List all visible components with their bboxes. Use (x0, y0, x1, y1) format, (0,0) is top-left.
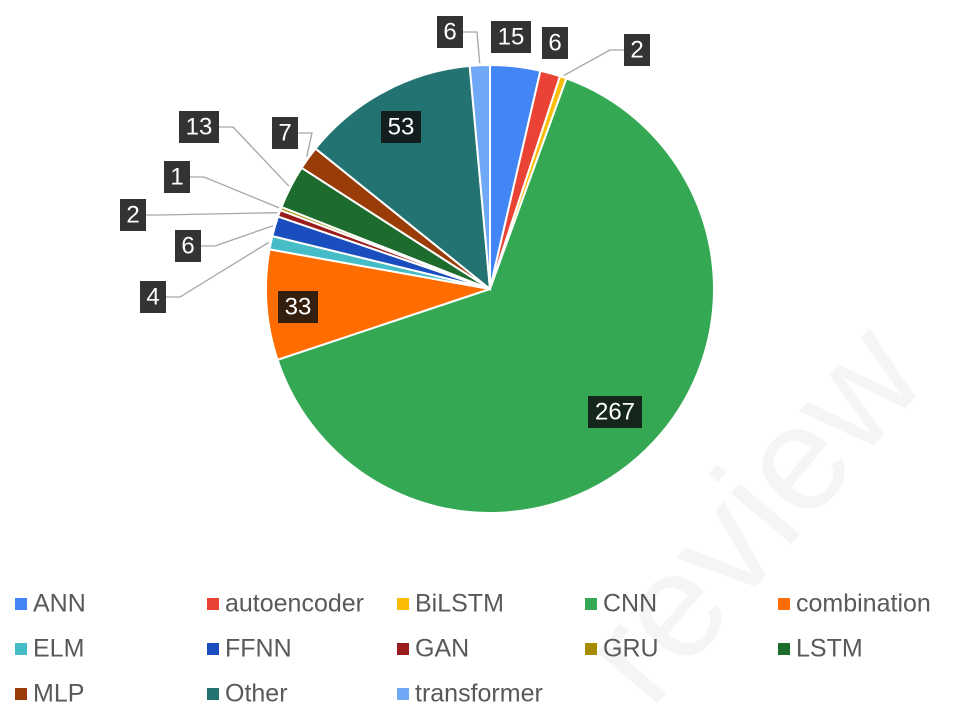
label-box (437, 16, 463, 48)
leader-line (190, 176, 280, 209)
data-label: 6 (443, 18, 456, 45)
label-box (381, 111, 421, 143)
data-label: 267 (595, 398, 635, 425)
legend-label: FFNN (225, 635, 292, 663)
legend-label: LSTM (796, 635, 863, 663)
legend-label: ANN (33, 590, 86, 618)
data-label: 53 (388, 113, 415, 140)
label-box (179, 111, 219, 143)
pie-slice (314, 64, 492, 292)
legend-label: ELM (33, 635, 84, 663)
legend-label: GRU (603, 635, 659, 663)
legend-label: BiLSTM (415, 590, 504, 618)
pie-slice (468, 63, 491, 290)
leader-line (563, 49, 624, 76)
data-label: 13 (186, 113, 213, 140)
data-label: 2 (126, 201, 139, 228)
label-box (272, 117, 298, 149)
label-box (491, 21, 531, 53)
legend-swatch (207, 688, 219, 700)
leader-line (146, 212, 278, 216)
legend-swatch (397, 643, 409, 655)
leader-line (219, 126, 290, 187)
data-label: 33 (285, 293, 312, 320)
data-label: 6 (548, 29, 561, 56)
legend-label: CNN (603, 590, 657, 618)
legend-swatch (585, 643, 597, 655)
legend-swatch (778, 598, 790, 610)
data-label: 2 (630, 36, 643, 63)
legend-label: autoencoder (225, 590, 364, 618)
legend-label: GAN (415, 635, 469, 663)
label-box (164, 161, 190, 193)
legend-label: Other (225, 680, 288, 708)
legend-label: combination (796, 590, 931, 618)
legend-swatch (15, 688, 27, 700)
data-label: 6 (181, 232, 194, 259)
legend-swatch (207, 598, 219, 610)
label-box (278, 291, 318, 323)
data-label: 1 (170, 163, 183, 190)
label-box (175, 230, 201, 262)
label-box (120, 199, 146, 231)
leader-line (298, 132, 313, 157)
legend-swatch (585, 598, 597, 610)
legend-swatch (15, 643, 27, 655)
legend-swatch (397, 688, 409, 700)
leader-line (201, 225, 274, 247)
legend-swatch (778, 643, 790, 655)
label-box (140, 281, 166, 313)
data-label: 15 (498, 23, 525, 50)
legend-swatch (207, 643, 219, 655)
leader-line (463, 31, 481, 64)
leader-line (166, 241, 270, 298)
label-box (624, 34, 650, 66)
data-label: 4 (146, 283, 159, 310)
label-box (588, 396, 642, 428)
legend-label: transformer (415, 680, 543, 708)
legend-swatch (15, 598, 27, 610)
label-box (542, 27, 568, 59)
legend-swatch (397, 598, 409, 610)
legend-label: MLP (33, 680, 84, 708)
data-label: 7 (278, 119, 291, 146)
pie-slice (265, 248, 491, 362)
